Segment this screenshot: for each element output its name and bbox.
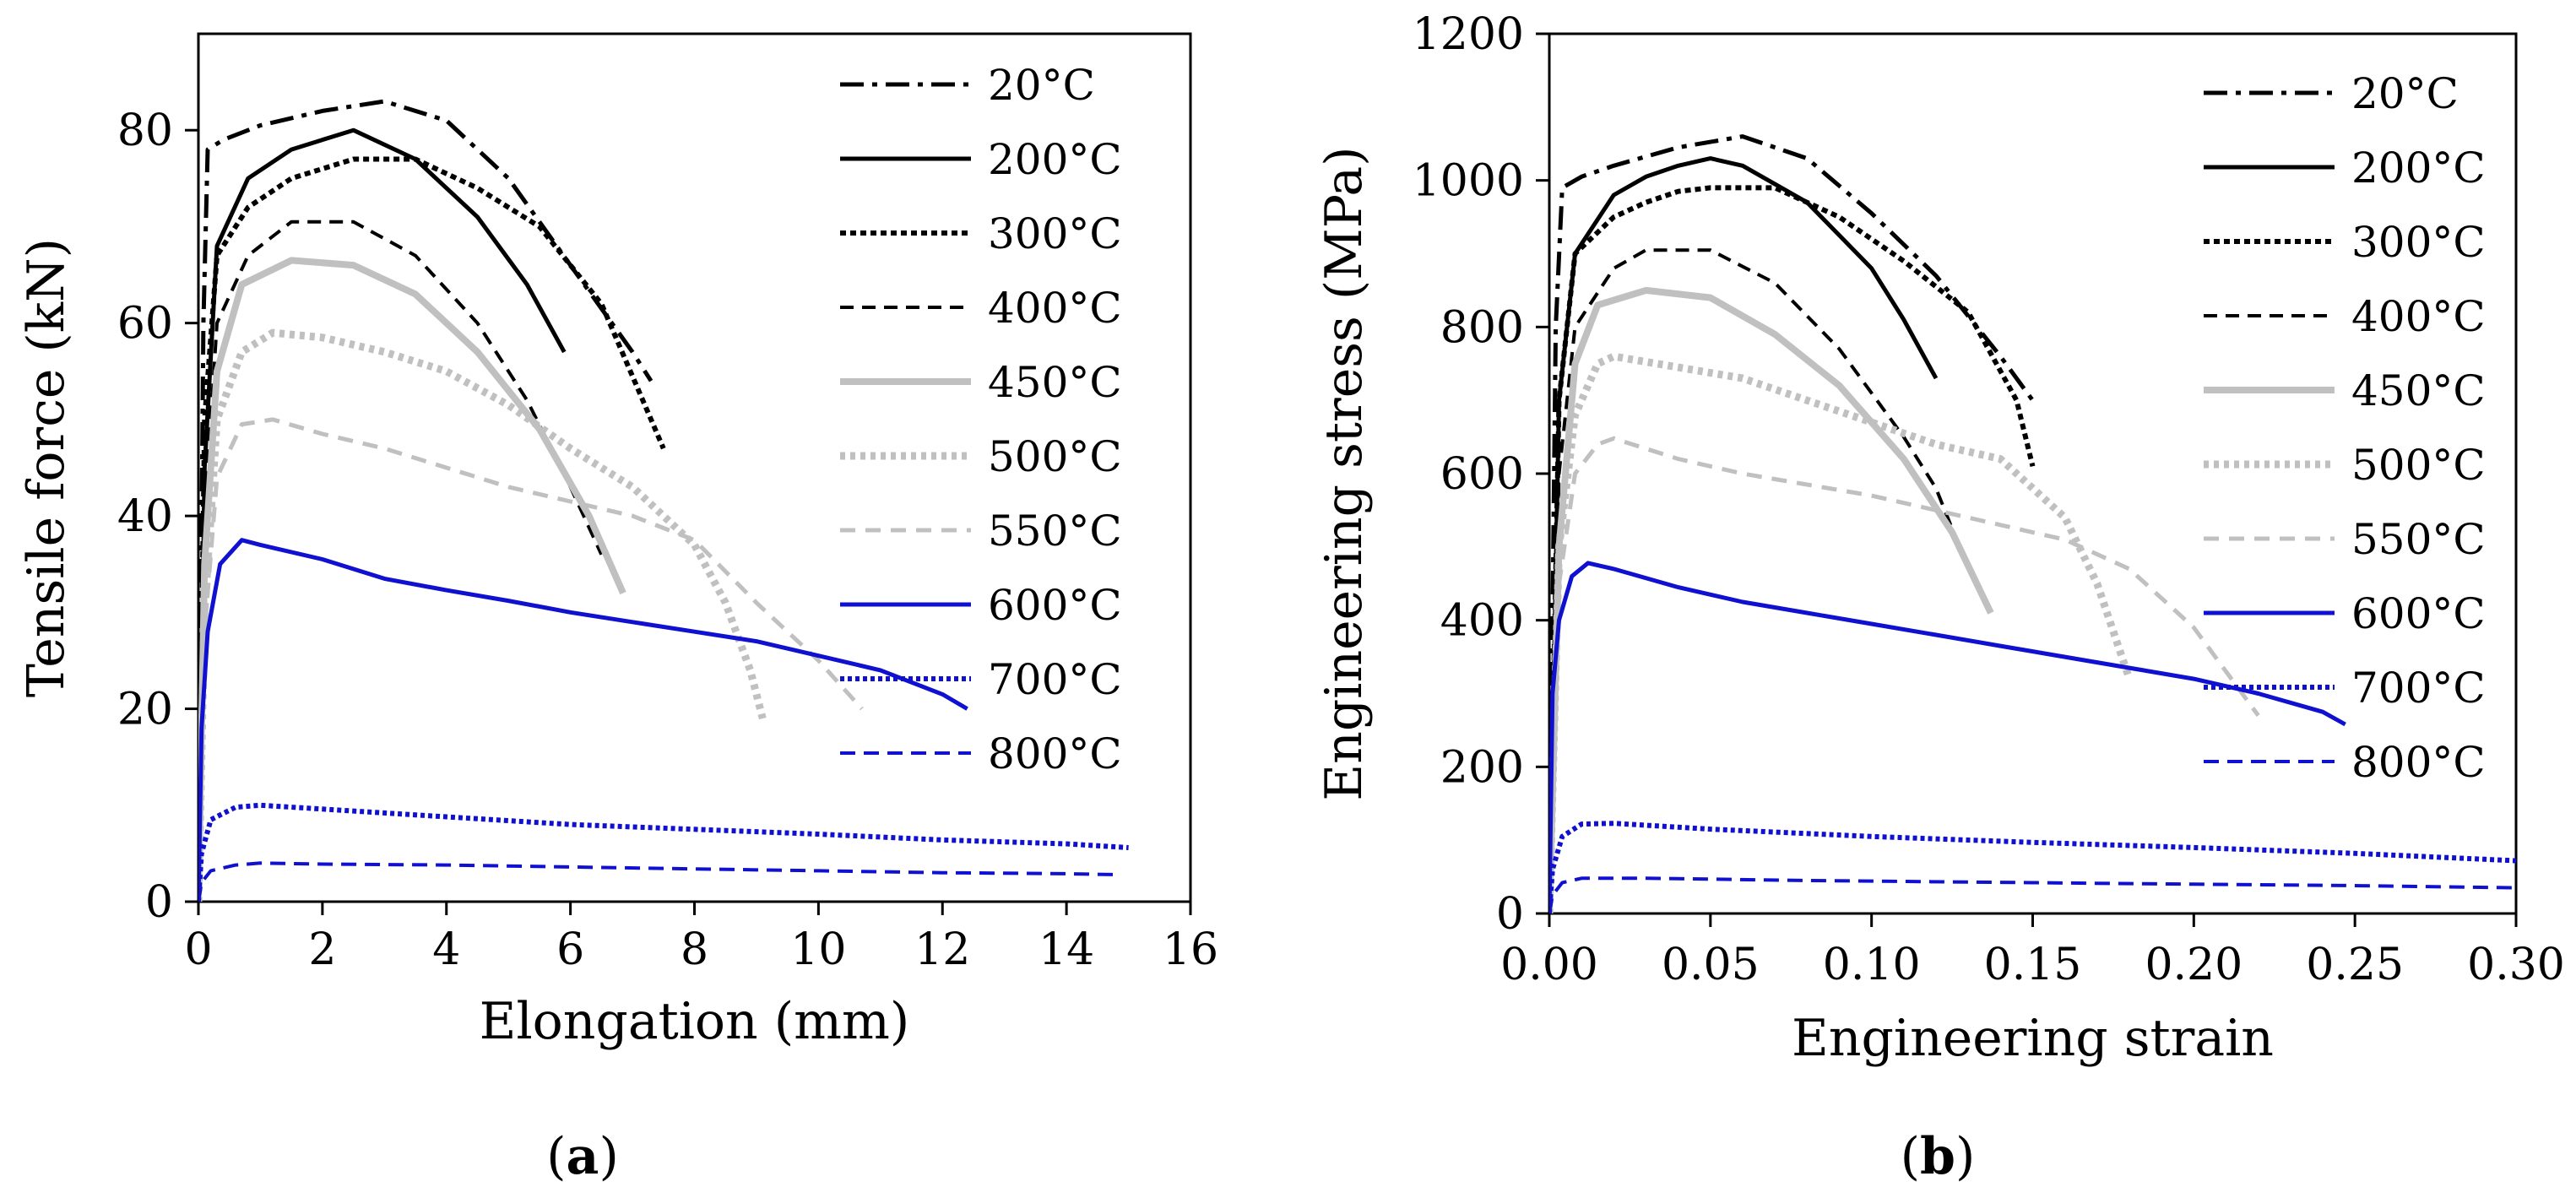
x-tick-label-a-5: 10	[790, 924, 846, 975]
x-tick-label-b-1: 0.05	[1662, 940, 1760, 990]
caption-b: (b)	[1901, 1127, 1976, 1186]
y-tick-label-a-0: 0	[145, 877, 173, 928]
x-tick-label-a-3: 6	[556, 924, 584, 975]
x-tick-label-b-3: 0.15	[1984, 940, 2082, 990]
y-tick-label-b-6: 1200	[1413, 9, 1524, 60]
x-axis-title-a: Elongation (mm)	[480, 992, 910, 1051]
caption-a-close: )	[599, 1127, 618, 1186]
y-tick-label-a-1: 20	[117, 685, 173, 735]
x-tick-label-a-7: 14	[1039, 924, 1094, 975]
x-tick-label-b-2: 0.10	[1823, 940, 1921, 990]
x-tick-label-b-4: 0.20	[2145, 940, 2242, 990]
legend-label-a-500c: 500°C	[988, 432, 1122, 481]
series-line-a-300c	[198, 156, 666, 902]
caption-a-letter: a	[567, 1127, 599, 1186]
series-line-a-550c	[198, 417, 864, 902]
y-tick-label-a-2: 40	[117, 491, 173, 542]
series-line-b-800c	[1549, 876, 2516, 913]
x-tick-label-b-5: 0.25	[2306, 940, 2404, 990]
x-axis-title-b: Engineering strain	[1792, 1009, 2274, 1068]
legend-label-a-200c: 200°C	[988, 135, 1122, 184]
series-group-a	[198, 99, 1129, 902]
series-line-a-700c	[198, 802, 1129, 902]
x-tick-label-b-0: 0.00	[1500, 940, 1598, 990]
x-tick-label-a-2: 4	[432, 924, 460, 975]
series-line-b-300c	[1549, 185, 2036, 913]
legend-label-b-450c: 450°C	[2351, 366, 2486, 415]
chart-b: 0.00 0.05 0.10 0.15 0.20 0.25 0.30 0 200 400 600 80…	[1315, 9, 2565, 1068]
legend-label-a-400c: 400°C	[988, 284, 1122, 333]
x-tick-label-a-8: 16	[1163, 924, 1218, 975]
y-tick-label-b-0: 0	[1496, 889, 1524, 940]
legend-label-b-700c: 700°C	[2351, 664, 2486, 713]
y-tick-label-b-1: 200	[1440, 742, 1524, 793]
series-line-b-20c	[1549, 134, 2035, 913]
series-line-b-200c	[1549, 156, 1939, 913]
y-tick-label-b-5: 1000	[1413, 156, 1524, 207]
series-line-a-500c	[198, 328, 767, 902]
legend-label-b-600c: 600°C	[2351, 589, 2486, 638]
legend-label-a-600c: 600°C	[988, 581, 1122, 630]
x-tick-label-a-4: 8	[681, 924, 708, 975]
series-line-a-200c	[198, 127, 567, 902]
series-line-a-400c	[198, 220, 604, 902]
legend-label-a-700c: 700°C	[988, 655, 1122, 704]
y-axis-title-b: Engineering stress (MPa)	[1315, 146, 1374, 800]
legend-a: 20°C 200°C 300°C 400°C 450°C 500°C 550°C 600°C 7…	[840, 61, 1122, 778]
legend-label-b-800c: 800°C	[2351, 738, 2486, 787]
y-tick-label-b-3: 600	[1440, 449, 1524, 500]
caption-a: (a)	[546, 1127, 619, 1186]
x-tick-label-b-6: 0.30	[2467, 940, 2565, 990]
legend-label-b-500c: 500°C	[2351, 441, 2486, 490]
y-tick-label-b-2: 400	[1440, 596, 1524, 647]
x-tick-label-a-0: 0	[184, 924, 212, 975]
legend-label-b-200c: 200°C	[2351, 144, 2486, 192]
legend-label-a-550c: 550°C	[988, 507, 1122, 556]
series-line-b-400c	[1549, 248, 1971, 913]
caption-b-open: (	[1901, 1127, 1920, 1186]
series-group-b	[1549, 134, 2516, 913]
legend-label-b-20c: 20°C	[2351, 69, 2459, 118]
series-line-a-800c	[198, 861, 1116, 902]
y-axis-title-a: Tensile force (kN)	[17, 238, 76, 697]
series-line-b-700c	[1549, 821, 2516, 913]
x-tick-label-a-1: 2	[308, 924, 336, 975]
caption-a-open: (	[546, 1127, 566, 1186]
legend-label-a-450c: 450°C	[988, 358, 1122, 407]
legend-label-a-800c: 800°C	[988, 729, 1122, 778]
y-tick-label-a-3: 60	[117, 299, 173, 350]
caption-b-letter: b	[1920, 1127, 1955, 1186]
series-line-a-600c	[198, 538, 968, 902]
legend-label-b-300c: 300°C	[2351, 218, 2486, 267]
legend-label-a-300c: 300°C	[988, 209, 1122, 258]
caption-b-close: )	[1955, 1127, 1975, 1186]
series-line-b-450c	[1549, 286, 1994, 913]
legend-label-a-20c: 20°C	[988, 61, 1095, 110]
series-line-b-550c	[1549, 436, 2260, 913]
chart-a: 0 2 4 6 8 10 12 14 16 0 20 40 60 80 Elongation (mm) Ten…	[17, 32, 1218, 1051]
y-tick-label-b-4: 800	[1440, 302, 1524, 353]
x-tick-label-a-6: 12	[914, 924, 970, 975]
legend-label-b-400c: 400°C	[2351, 292, 2486, 341]
y-tick-label-a-4: 80	[117, 106, 173, 156]
legend-b: 20°C 200°C 300°C 400°C 450°C 500°C 550°C 600°C 7…	[2204, 69, 2486, 787]
series-line-b-600c	[1549, 561, 2346, 913]
legend-label-b-550c: 550°C	[2351, 515, 2486, 564]
series-line-b-500c	[1549, 352, 2134, 913]
